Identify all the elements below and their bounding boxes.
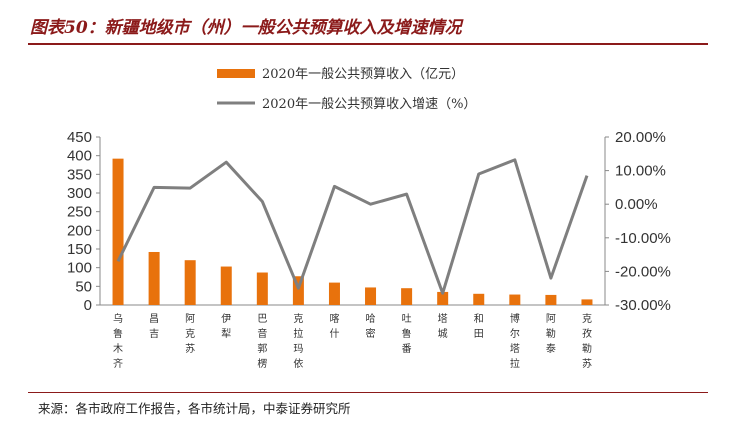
category-label: 塔城 xyxy=(438,312,448,340)
bar xyxy=(184,260,196,305)
category-label: 阿勒泰 xyxy=(546,313,556,355)
right-tick-label: 0.00% xyxy=(615,196,658,213)
left-tick-label: 450 xyxy=(67,129,92,146)
left-tick-label: 0 xyxy=(84,297,92,314)
legend-line-label: 2020年一般公共预算收入增速（%） xyxy=(262,96,476,112)
left-tick-label: 100 xyxy=(67,260,92,277)
chart-title: 图表50：新疆地级市（州）一般公共预算收入及增速情况 xyxy=(30,18,462,38)
source-note: 来源：各市政府工作报告，各市统计局，中泰证券研究所 xyxy=(38,401,351,416)
right-tick-label: -30.00% xyxy=(615,297,671,314)
right-tick-label: -10.00% xyxy=(615,230,671,247)
bar xyxy=(401,288,413,305)
right-tick-label: 20.00% xyxy=(615,129,666,146)
bar xyxy=(437,291,449,305)
bar xyxy=(581,299,593,305)
bar xyxy=(292,276,304,305)
category-label: 伊犁 xyxy=(221,313,231,340)
left-tick-label: 200 xyxy=(67,222,92,239)
growth-line xyxy=(116,158,589,295)
right-tick-label: 10.00% xyxy=(615,163,666,180)
category-label: 和田 xyxy=(474,313,484,340)
category-label: 克拉玛依 xyxy=(293,313,303,370)
bar xyxy=(545,294,557,305)
bar xyxy=(473,293,485,305)
category-label: 巴音郭楞 xyxy=(257,313,267,370)
left-tick-label: 150 xyxy=(67,241,92,258)
category-label: 阿克苏 xyxy=(185,313,195,355)
bar xyxy=(328,282,340,305)
chart-area: 2020年一般公共预算收入（亿元） 2020年一般公共预算收入增速（%） 0 50… xyxy=(67,66,671,370)
category-label: 昌吉 xyxy=(149,313,159,340)
left-tick-label: 300 xyxy=(67,185,92,202)
left-tick-label: 250 xyxy=(67,204,92,221)
category-label: 博尔塔拉 xyxy=(510,312,520,370)
category-label: 吐鲁番 xyxy=(402,313,412,355)
bottom-divider xyxy=(28,392,708,393)
bar xyxy=(148,251,160,305)
bars xyxy=(112,158,593,305)
left-tick-label: 50 xyxy=(75,278,92,295)
category-label: 乌鲁木齐 xyxy=(113,312,123,370)
bar xyxy=(365,287,377,305)
bar xyxy=(220,266,232,305)
growth-line-path xyxy=(116,158,589,295)
legend-bar-label: 2020年一般公共预算收入（亿元） xyxy=(262,66,464,82)
bar xyxy=(509,294,521,305)
category-label: 喀什 xyxy=(329,312,339,340)
left-tick-label: 400 xyxy=(67,148,92,165)
title-divider xyxy=(28,43,708,45)
category-label: 哈密 xyxy=(366,312,376,340)
bar xyxy=(256,272,268,305)
legend-bar-swatch xyxy=(217,69,255,78)
bar xyxy=(112,158,124,305)
right-tick-label: -20.00% xyxy=(615,263,671,280)
category-label: 克孜勒苏 xyxy=(582,313,592,370)
legend: 2020年一般公共预算收入（亿元） 2020年一般公共预算收入增速（%） xyxy=(217,66,476,112)
left-tick-label: 350 xyxy=(67,166,92,183)
